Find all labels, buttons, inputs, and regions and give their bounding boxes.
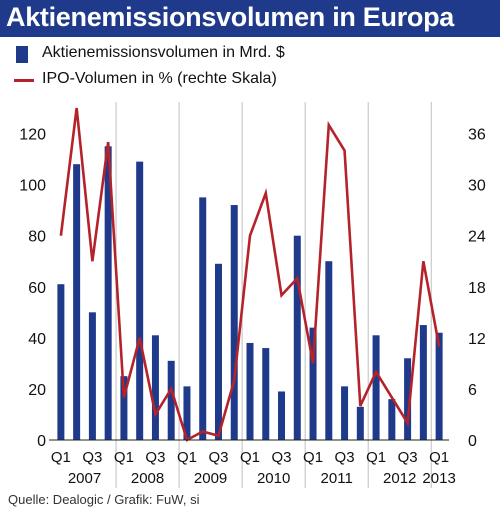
- bar-mark: [246, 342, 254, 440]
- x-year-label: 2009: [194, 470, 227, 487]
- x-tick-label: Q1: [177, 449, 197, 466]
- x-tick-label: Q3: [335, 449, 355, 466]
- y-right-tick-label: 24: [468, 229, 486, 246]
- y-left-tick-label: 0: [37, 433, 46, 450]
- bar-mark: [404, 358, 412, 440]
- y-right-tick-label: 12: [468, 331, 486, 348]
- bar-mark: [435, 332, 443, 440]
- legend-bar-swatch: [16, 46, 28, 63]
- x-tick-label: Q1: [240, 449, 260, 466]
- bar-mark: [325, 261, 333, 440]
- legend-line-label: IPO-Volumen in % (rechte Skala): [42, 70, 277, 87]
- y-left-tick-label: 40: [28, 331, 46, 348]
- y-left-tick-label: 60: [28, 280, 46, 297]
- x-tick-label: Q3: [82, 449, 102, 466]
- x-tick-label: Q3: [145, 449, 165, 466]
- bar-mark: [199, 197, 207, 440]
- bar-mark: [167, 360, 175, 440]
- x-tick-label: Q1: [114, 449, 134, 466]
- x-year-label: 2008: [131, 470, 164, 487]
- bar-mark: [388, 399, 396, 440]
- legend-line-swatch: [14, 79, 34, 82]
- bar-mark: [341, 386, 349, 440]
- bar-mark: [372, 335, 380, 440]
- bar-mark: [262, 348, 270, 440]
- bar-mark: [293, 235, 301, 440]
- bar-mark: [88, 312, 96, 440]
- x-tick-label: Q1: [429, 449, 449, 466]
- ipo-line-series: [59, 107, 441, 442]
- y-right-tick-label: 18: [468, 280, 486, 297]
- y-left-tick-label: 100: [19, 178, 46, 195]
- bar-mark: [214, 263, 222, 440]
- y-right-tick-label: 6: [468, 382, 477, 399]
- y-left-tick-label: 20: [28, 382, 46, 399]
- bar-mark: [419, 325, 427, 440]
- bar-mark: [73, 164, 81, 440]
- bar-mark: [136, 161, 144, 440]
- x-tick-label: Q3: [272, 449, 292, 466]
- x-year-label: 2010: [257, 470, 290, 487]
- x-tick-label: Q3: [208, 449, 228, 466]
- x-year-label: 2011: [321, 470, 353, 487]
- bar-mark: [57, 284, 65, 440]
- x-tick-label: Q1: [366, 449, 386, 466]
- source-note: Quelle: Dealogic / Grafik: FuW, si: [8, 492, 200, 507]
- chart-title: Aktienemissionsvolumen in Europa: [6, 2, 455, 32]
- y-right-tick-label: 0: [468, 433, 477, 450]
- x-tick-label: Q3: [398, 449, 418, 466]
- y-right-tick-label: 30: [468, 178, 486, 195]
- bar-mark: [120, 376, 128, 440]
- y-left-tick-label: 80: [28, 229, 46, 246]
- bar-mark: [278, 391, 286, 440]
- bar-mark: [309, 327, 317, 440]
- x-year-label: 2007: [68, 470, 101, 487]
- legend-bars-label: Aktienemissionsvolumen in Mrd. $: [42, 44, 285, 61]
- bar-mark: [104, 146, 112, 441]
- y-left-tick-label: 120: [19, 127, 46, 144]
- x-tick-label: Q1: [51, 449, 71, 466]
- x-tick-label: Q1: [303, 449, 323, 466]
- title-bar: Aktienemissionsvolumen in Europa: [0, 0, 500, 37]
- x-year-label: 2012: [383, 470, 416, 487]
- y-right-tick-label: 36: [468, 127, 486, 144]
- bar-mark: [356, 406, 364, 440]
- x-year-label: 2013: [422, 470, 455, 487]
- bar-mark: [183, 386, 191, 440]
- bar-mark: [230, 205, 238, 440]
- bar-mark: [151, 335, 159, 440]
